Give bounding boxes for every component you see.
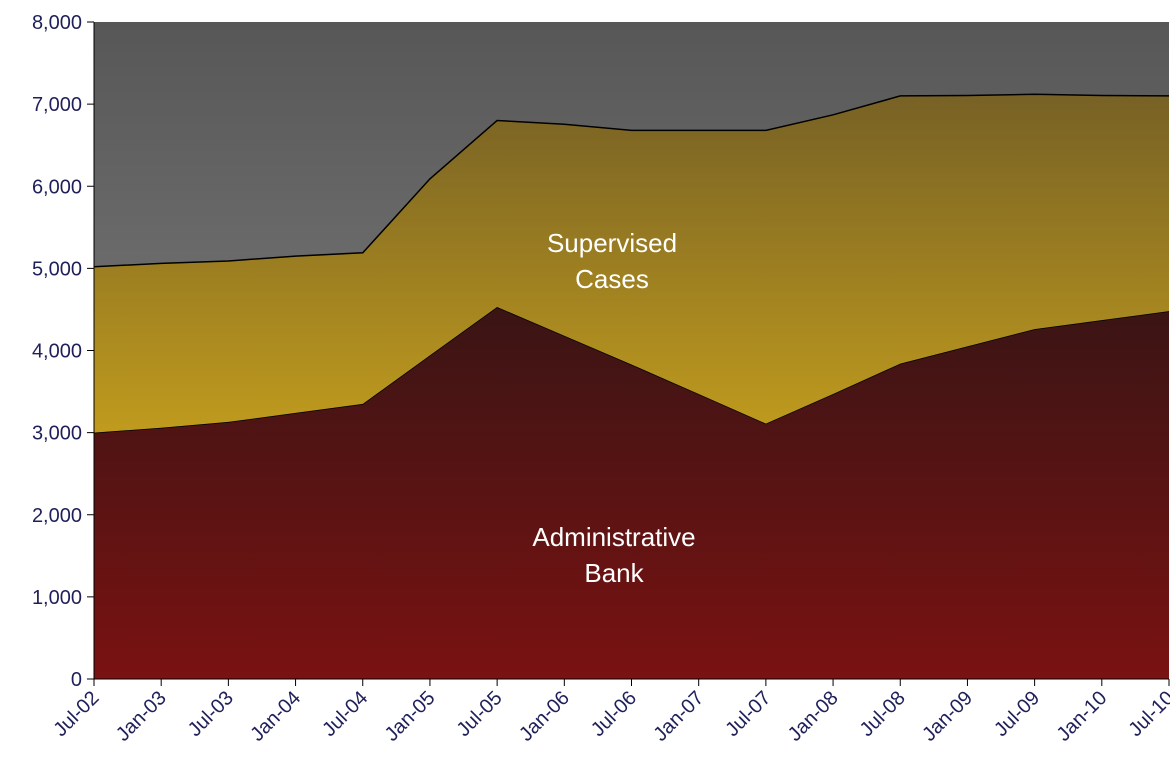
area-series-group: [93, 93, 1170, 679]
x-tick-label: Jul-07: [721, 687, 775, 741]
x-tick-label: Jan-09: [918, 687, 977, 746]
y-tick-label: 5,000: [32, 258, 82, 280]
x-tick-label: Jan-05: [381, 687, 440, 746]
area-labels-group: Administrative Bank Supervised Cases: [532, 228, 695, 588]
area-series-0: [94, 307, 1169, 679]
y-tick-label: 8,000: [32, 12, 82, 34]
y-tick-label: 4,000: [32, 341, 82, 363]
area-series-1-edge: [93, 93, 1170, 268]
x-tick-label: Jul-10: [1124, 687, 1170, 741]
x-tick-label: Jul-06: [587, 687, 641, 741]
x-tick-label: Jan-06: [515, 687, 574, 746]
area-label-1: Supervised Cases: [547, 228, 677, 294]
y-tick-label: 3,000: [32, 423, 82, 445]
x-tick-label: Jul-03: [184, 687, 238, 741]
area-series-1: [94, 94, 1169, 433]
x-tick-label: Jul-02: [49, 687, 103, 741]
x-tick-label: Jan-08: [784, 687, 843, 746]
x-tick-label: Jan-07: [649, 687, 708, 746]
x-tick-label: Jul-05: [453, 687, 507, 741]
x-tick-label: Jan-03: [112, 687, 171, 746]
y-tick-label: 2,000: [32, 505, 82, 527]
y-tick-label: 1,000: [32, 587, 82, 609]
x-tick-label: Jan-04: [246, 687, 305, 746]
x-tick-label: Jul-09: [990, 687, 1044, 741]
area-label-0: Administrative Bank: [532, 522, 695, 588]
y-tick-label: 7,000: [32, 94, 82, 116]
x-tick-label: Jul-04: [318, 687, 372, 741]
y-tick-label: 0: [71, 669, 82, 691]
y-tick-label: 6,000: [32, 176, 82, 198]
x-tick-label: Jul-08: [856, 687, 910, 741]
x-tick-label: Jan-10: [1053, 687, 1112, 746]
